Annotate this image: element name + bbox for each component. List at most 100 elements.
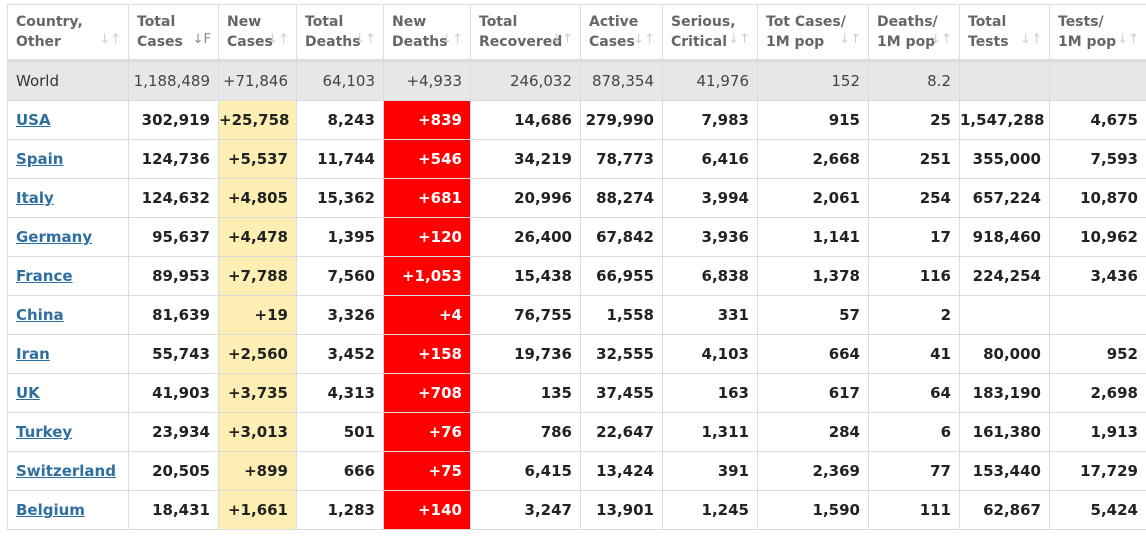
cell-country: Switzerland (8, 452, 129, 491)
country-link[interactable]: Switzerland (16, 462, 116, 480)
cell-active-cases: 67,842 (581, 218, 663, 257)
cell-new-deaths: +4,933 (384, 61, 471, 101)
cell-deaths-per-1m: 251 (869, 140, 960, 179)
cell-deaths-per-1m: 6 (869, 413, 960, 452)
column-header-serious-critical[interactable]: Serious,Critical↓↑ (663, 5, 758, 61)
cell-total-tests: 657,224 (960, 179, 1050, 218)
cell-country: Turkey (8, 413, 129, 452)
cell-total-deaths: 501 (297, 413, 384, 452)
country-link[interactable]: USA (16, 111, 51, 129)
cell-tests-per-1m: 4,675 (1050, 101, 1146, 140)
cell-tot-cases-per-1m: 1,141 (758, 218, 869, 257)
sort-icon[interactable]: ↓↑ (267, 30, 289, 50)
cell-total-recovered: 3,247 (471, 491, 581, 530)
cell-deaths-per-1m: 2 (869, 296, 960, 335)
cell-tot-cases-per-1m: 915 (758, 101, 869, 140)
cell-serious-critical: 6,416 (663, 140, 758, 179)
cell-total-cases: 18,431 (129, 491, 219, 530)
cell-country: Italy (8, 179, 129, 218)
column-header-tests-per-1m[interactable]: Tests/1M pop↓↑ (1050, 5, 1146, 61)
cell-total-recovered: 76,755 (471, 296, 581, 335)
country-link[interactable]: Spain (16, 150, 63, 168)
cell-total-tests: 355,000 (960, 140, 1050, 179)
cell-new-deaths: +4 (384, 296, 471, 335)
country-link[interactable]: Belgium (16, 501, 85, 519)
country-link[interactable]: Turkey (16, 423, 72, 441)
cell-serious-critical: 391 (663, 452, 758, 491)
cell-total-tests: 224,254 (960, 257, 1050, 296)
country-link[interactable]: Iran (16, 345, 50, 363)
cell-new-cases: +4,805 (219, 179, 297, 218)
column-header-country[interactable]: Country,Other↓↑ (8, 5, 129, 61)
sort-icon[interactable]: ↓↑ (1117, 30, 1139, 50)
cell-deaths-per-1m: 17 (869, 218, 960, 257)
sort-icon[interactable]: ↓↑ (839, 30, 861, 50)
cell-total-cases: 41,903 (129, 374, 219, 413)
column-header-tot-cases-per-1m[interactable]: Tot Cases/1M pop↓↑ (758, 5, 869, 61)
cell-total-deaths: 11,744 (297, 140, 384, 179)
sort-icon[interactable]: ↓↑ (441, 30, 463, 50)
cell-serious-critical: 6,838 (663, 257, 758, 296)
cell-country: Germany (8, 218, 129, 257)
cell-total-recovered: 34,219 (471, 140, 581, 179)
cell-serious-critical: 4,103 (663, 335, 758, 374)
cell-total-cases: 124,736 (129, 140, 219, 179)
cell-new-deaths: +1,053 (384, 257, 471, 296)
cell-total-cases: 23,934 (129, 413, 219, 452)
cell-total-deaths: 1,283 (297, 491, 384, 530)
cell-tot-cases-per-1m: 2,668 (758, 140, 869, 179)
cell-new-cases: +19 (219, 296, 297, 335)
sort-icon[interactable]: ↓↑ (1020, 30, 1042, 50)
country-link[interactable]: UK (16, 384, 40, 402)
cell-tests-per-1m: 10,962 (1050, 218, 1146, 257)
sort-icon[interactable]: ↓↑ (99, 30, 121, 50)
cell-serious-critical: 3,994 (663, 179, 758, 218)
cell-country: France (8, 257, 129, 296)
sort-icon[interactable]: ↓↑ (633, 30, 655, 50)
cell-total-recovered: 14,686 (471, 101, 581, 140)
cell-country: Iran (8, 335, 129, 374)
cell-total-cases: 95,637 (129, 218, 219, 257)
cell-total-recovered: 15,438 (471, 257, 581, 296)
sort-icon[interactable]: ↓F (193, 30, 211, 50)
cell-tests-per-1m: 5,424 (1050, 491, 1146, 530)
cell-new-cases: +1,661 (219, 491, 297, 530)
cell-new-deaths: +140 (384, 491, 471, 530)
sort-icon[interactable]: ↓↑ (551, 30, 573, 50)
cell-deaths-per-1m: 25 (869, 101, 960, 140)
cell-total-deaths: 8,243 (297, 101, 384, 140)
column-header-deaths-per-1m[interactable]: Deaths/1M pop↓↑ (869, 5, 960, 61)
country-link[interactable]: China (16, 306, 64, 324)
cell-total-recovered: 19,736 (471, 335, 581, 374)
cell-serious-critical: 3,936 (663, 218, 758, 257)
cell-active-cases: 32,555 (581, 335, 663, 374)
cell-tests-per-1m (1050, 61, 1146, 101)
cell-serious-critical: 7,983 (663, 101, 758, 140)
cell-deaths-per-1m: 8.2 (869, 61, 960, 101)
sort-icon[interactable]: ↓↑ (930, 30, 952, 50)
country-link[interactable]: Italy (16, 189, 54, 207)
country-link[interactable]: Germany (16, 228, 92, 246)
country-link[interactable]: France (16, 267, 73, 285)
sort-icon[interactable]: ↓↑ (354, 30, 376, 50)
sort-icon[interactable]: ↓↑ (728, 30, 750, 50)
cell-total-cases: 89,953 (129, 257, 219, 296)
cell-tests-per-1m (1050, 296, 1146, 335)
cell-country: Belgium (8, 491, 129, 530)
cell-tot-cases-per-1m: 152 (758, 61, 869, 101)
cell-total-cases: 1,188,489 (129, 61, 219, 101)
cell-total-tests: 80,000 (960, 335, 1050, 374)
